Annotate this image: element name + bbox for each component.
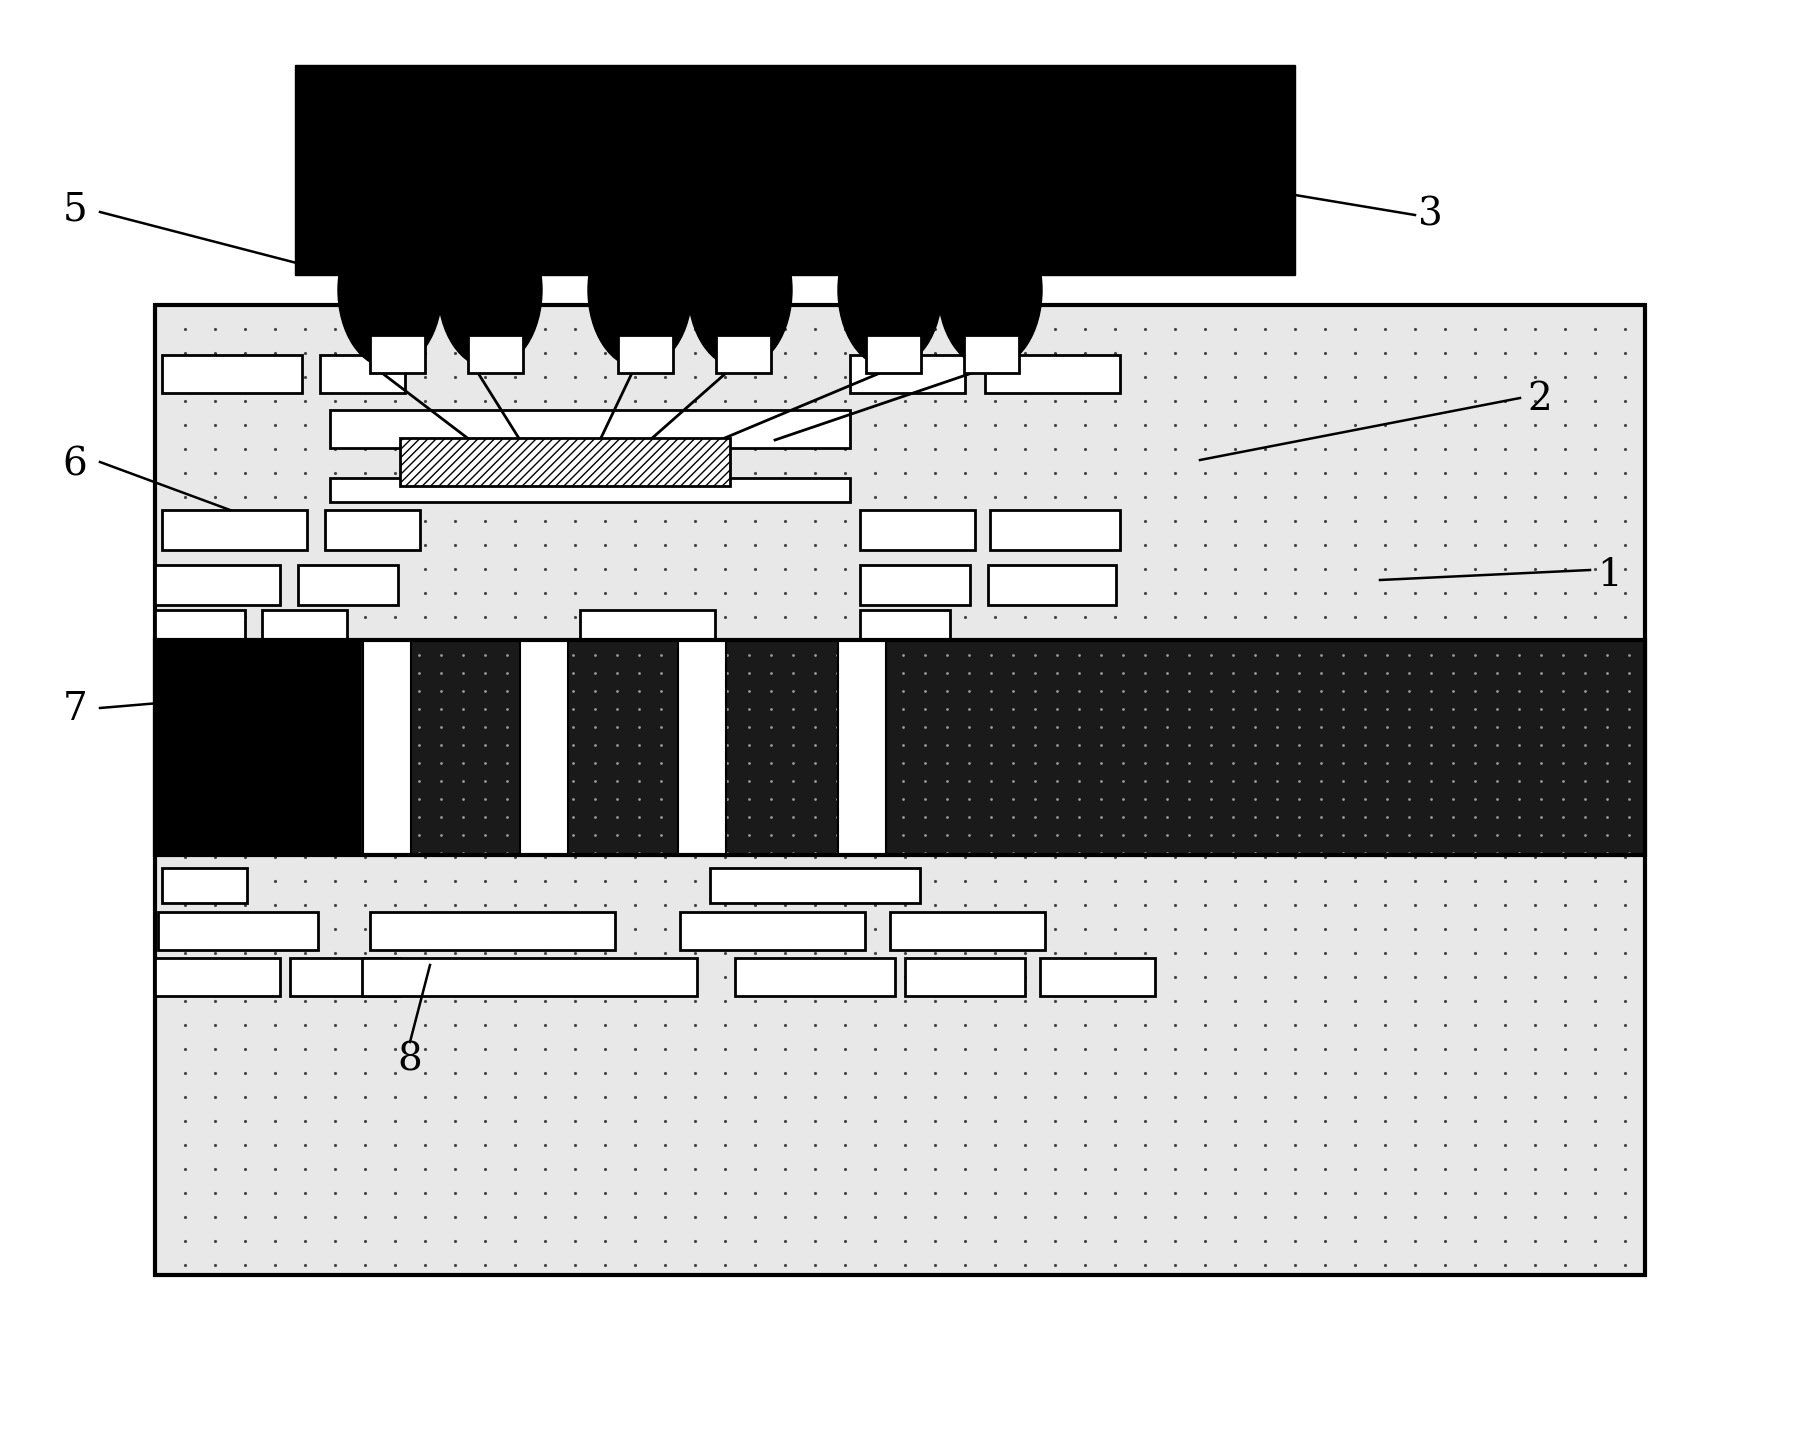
Bar xyxy=(363,958,697,996)
Bar xyxy=(325,509,421,550)
Bar xyxy=(330,478,850,502)
Bar xyxy=(155,305,1644,1275)
Text: 4: 4 xyxy=(778,77,803,113)
Bar xyxy=(162,355,301,394)
Bar xyxy=(363,640,412,855)
Bar xyxy=(155,564,280,605)
Bar xyxy=(155,640,359,855)
Bar xyxy=(159,912,318,951)
Bar xyxy=(617,336,673,373)
Bar xyxy=(162,868,247,903)
Bar xyxy=(904,958,1025,996)
Ellipse shape xyxy=(439,213,542,368)
Bar xyxy=(262,611,347,642)
Bar xyxy=(989,509,1119,550)
Bar xyxy=(294,65,1294,275)
Bar xyxy=(838,640,886,855)
Bar xyxy=(298,564,397,605)
Bar xyxy=(370,336,424,373)
Ellipse shape xyxy=(838,213,942,368)
Text: 3: 3 xyxy=(1417,197,1442,233)
Bar xyxy=(155,958,280,996)
Bar xyxy=(680,912,865,951)
Text: 8: 8 xyxy=(397,1042,422,1078)
Text: 6: 6 xyxy=(63,447,87,483)
Bar xyxy=(1040,958,1155,996)
Bar xyxy=(330,410,850,449)
Bar xyxy=(890,912,1045,951)
Bar xyxy=(359,640,1644,855)
Ellipse shape xyxy=(338,213,442,368)
Bar xyxy=(155,640,1644,855)
Bar xyxy=(866,336,921,373)
Bar xyxy=(291,958,401,996)
Bar xyxy=(986,355,1119,394)
Bar xyxy=(520,640,569,855)
Bar xyxy=(987,564,1115,605)
Text: 5: 5 xyxy=(63,191,87,229)
Bar xyxy=(579,611,715,642)
Bar xyxy=(319,355,404,394)
Bar xyxy=(370,912,616,951)
Ellipse shape xyxy=(588,213,691,368)
Bar xyxy=(155,611,245,642)
Ellipse shape xyxy=(939,213,1041,368)
Text: 1: 1 xyxy=(1597,557,1623,593)
Bar xyxy=(162,509,307,550)
Bar xyxy=(850,355,966,394)
Bar xyxy=(709,868,921,903)
Text: 2: 2 xyxy=(1527,382,1552,418)
Bar xyxy=(859,509,975,550)
Bar xyxy=(679,640,726,855)
Text: 7: 7 xyxy=(63,692,87,728)
Bar xyxy=(735,958,895,996)
Bar xyxy=(401,438,729,486)
Bar xyxy=(859,564,969,605)
Bar xyxy=(964,336,1020,373)
Bar xyxy=(717,336,771,373)
Bar xyxy=(859,611,949,642)
Ellipse shape xyxy=(688,213,792,368)
Bar xyxy=(467,336,523,373)
Text: 9: 9 xyxy=(868,126,892,164)
